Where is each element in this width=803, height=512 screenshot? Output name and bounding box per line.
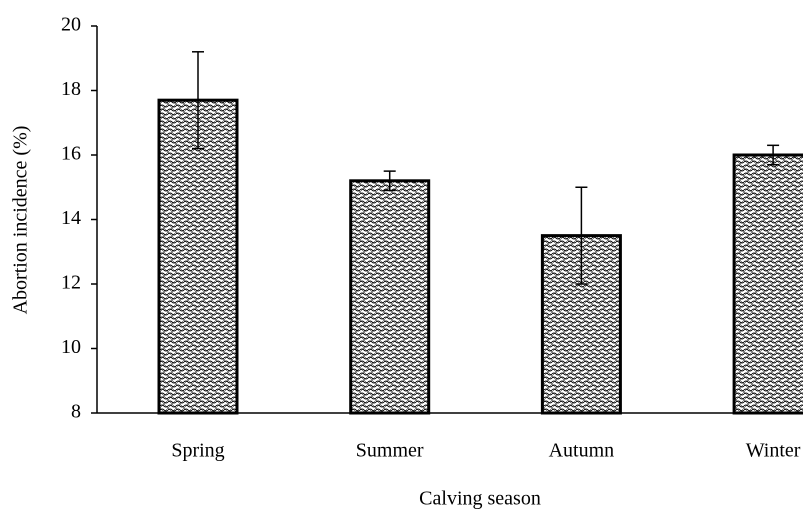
x-tick-label: Spring (171, 440, 224, 462)
bar (349, 179, 431, 415)
y-tick-label: 16 (61, 143, 81, 165)
y-tick-label: 12 (61, 272, 81, 294)
y-tick-label: 10 (61, 336, 81, 358)
y-tick-label: 18 (61, 78, 81, 100)
x-tick-label: Summer (356, 440, 424, 462)
x-axis-label: Calving season (419, 488, 541, 510)
y-tick-label: 20 (61, 14, 81, 36)
x-tick-label: Winter (746, 440, 801, 462)
y-tick-label: 14 (61, 207, 81, 229)
y-tick-label: 8 (71, 401, 81, 423)
bar (732, 153, 803, 415)
x-tick-label: Autumn (549, 440, 615, 462)
y-axis-label: Abortion incidence (%) (10, 126, 32, 315)
